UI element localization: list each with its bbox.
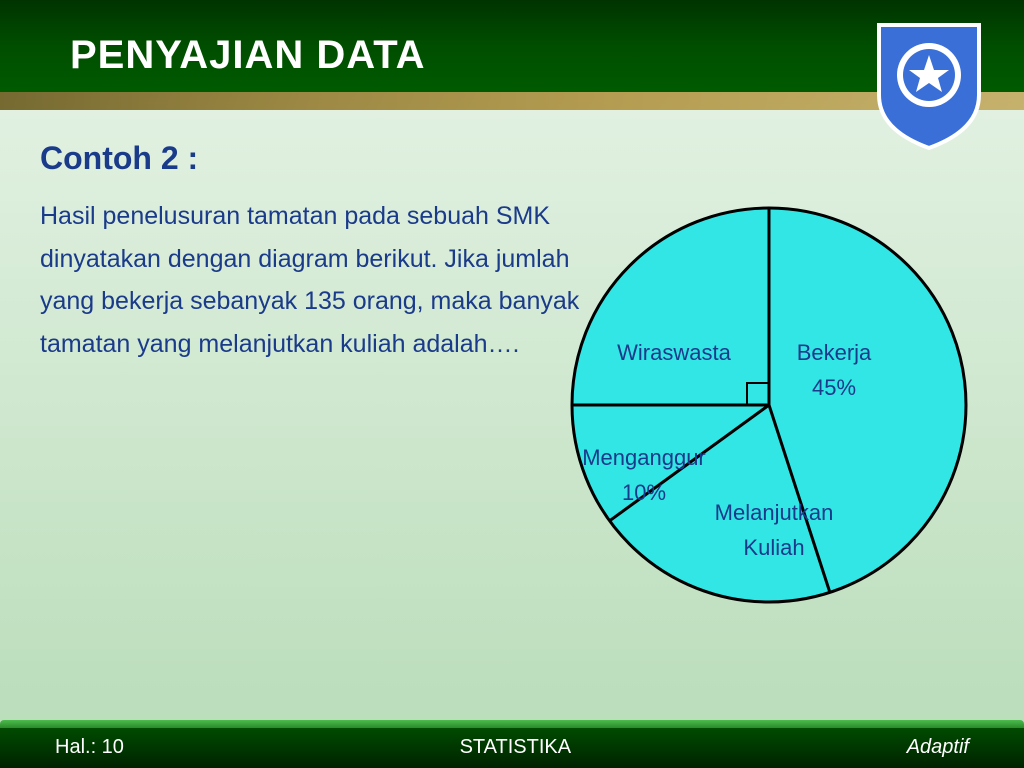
- pie-chart: Bekerja45% MelanjutkanKuliahMenganggur10%…: [569, 205, 969, 605]
- header-decoration-band: [0, 92, 1024, 110]
- page-title: PENYAJIAN DATA: [70, 33, 426, 78]
- slide-content: Contoh 2 : Hasil penelusuran tamatan pad…: [0, 110, 1024, 365]
- pie-slice-label: Wiraswasta: [604, 335, 744, 370]
- education-emblem-icon: [874, 20, 984, 150]
- problem-text: Hasil penelusuran tamatan pada sebuah SM…: [40, 195, 600, 365]
- pie-slice-label: Bekerja45%: [764, 335, 904, 405]
- footer-tag: Adaptif: [907, 736, 969, 759]
- page-number: Hal.: 10: [55, 736, 124, 759]
- slide-footer: Hal.: 10 STATISTIKA Adaptif: [0, 726, 1024, 768]
- pie-slice-label: MelanjutkanKuliah: [704, 495, 844, 565]
- example-heading: Contoh 2 :: [40, 140, 984, 177]
- footer-title: STATISTIKA: [460, 736, 572, 759]
- pie-slice-label: Menganggur10%: [574, 440, 714, 510]
- slide-header: PENYAJIAN DATA: [0, 0, 1024, 110]
